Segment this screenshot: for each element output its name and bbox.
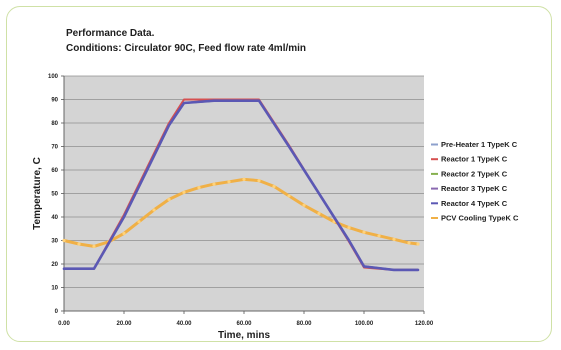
- x-tick-label: 20.00: [116, 321, 132, 327]
- y-tick-label: 80: [51, 121, 58, 127]
- series-point: [257, 178, 261, 183]
- series-point: [416, 242, 420, 246]
- y-tick-label: 20: [51, 262, 58, 268]
- legend-label: PCV Cooling TypeK C: [441, 214, 519, 223]
- x-tick-label: 120.00: [415, 321, 434, 327]
- chart-title-line2: Conditions: Circulator 90C, Feed flow ra…: [66, 43, 306, 54]
- series-point: [62, 238, 66, 243]
- legend-label: Reactor 3 TypeK C: [441, 184, 508, 193]
- series-point: [347, 225, 351, 230]
- x-tick-label: 40.00: [176, 321, 192, 327]
- y-tick-label: 10: [51, 286, 58, 292]
- series-point: [92, 244, 96, 248]
- x-axis-label: Time, mins: [218, 330, 270, 341]
- series-point: [302, 203, 306, 207]
- legend-label: Pre-Heater 1 TypeK C: [441, 140, 518, 149]
- series-point: [377, 234, 381, 238]
- series-point: [392, 237, 396, 241]
- series-point: [287, 194, 291, 198]
- series-point: [197, 186, 201, 190]
- legend-label: Reactor 1 TypeK C: [441, 155, 508, 164]
- legend-label: Reactor 2 TypeK C: [441, 169, 508, 178]
- x-tick-label: 0.00: [58, 321, 70, 327]
- chart-title-line1: Performance Data.: [66, 28, 155, 39]
- series-point: [167, 197, 171, 201]
- series-lines: [62, 98, 420, 272]
- series-point: [362, 230, 366, 234]
- y-tick-label: 90: [51, 98, 58, 104]
- x-tick-label: 100.00: [355, 321, 374, 327]
- x-tick-label: 60.00: [236, 321, 252, 327]
- series-line-5: [62, 99, 420, 272]
- series-point: [137, 220, 141, 224]
- series-point: [332, 220, 336, 224]
- series-point: [227, 180, 231, 184]
- series-point: [407, 241, 411, 245]
- gridlines: [64, 75, 424, 288]
- y-tick-label: 0: [55, 309, 59, 315]
- y-tick-label: 60: [51, 168, 58, 174]
- y-tick-label: 50: [51, 192, 58, 198]
- series-point: [242, 177, 246, 181]
- y-tick-label: 70: [51, 145, 58, 151]
- series-point: [272, 184, 276, 189]
- series-point: [182, 190, 186, 194]
- series-point: [317, 211, 321, 216]
- y-axis-label: Temperature, C: [32, 157, 43, 230]
- series-point: [152, 208, 156, 212]
- series-point: [212, 182, 216, 186]
- y-axis-ticks: 0 10 20 30 40 50 60 70 80 90 100: [48, 74, 64, 315]
- x-tick-label: 80.00: [296, 321, 312, 327]
- y-tick-label: 100: [48, 74, 59, 80]
- y-tick-label: 40: [51, 215, 58, 221]
- series-point: [77, 242, 81, 246]
- legend: Pre-Heater 1 TypeK C Reactor 1 TypeK C Rea…: [431, 140, 519, 223]
- y-tick-label: 30: [51, 239, 58, 245]
- series-point: [122, 231, 126, 236]
- x-axis-ticks: 0.00 20.00 40.00 60.00 80.00 100.00 120.00: [58, 311, 434, 327]
- legend-label: Reactor 4 TypeK C: [441, 199, 508, 208]
